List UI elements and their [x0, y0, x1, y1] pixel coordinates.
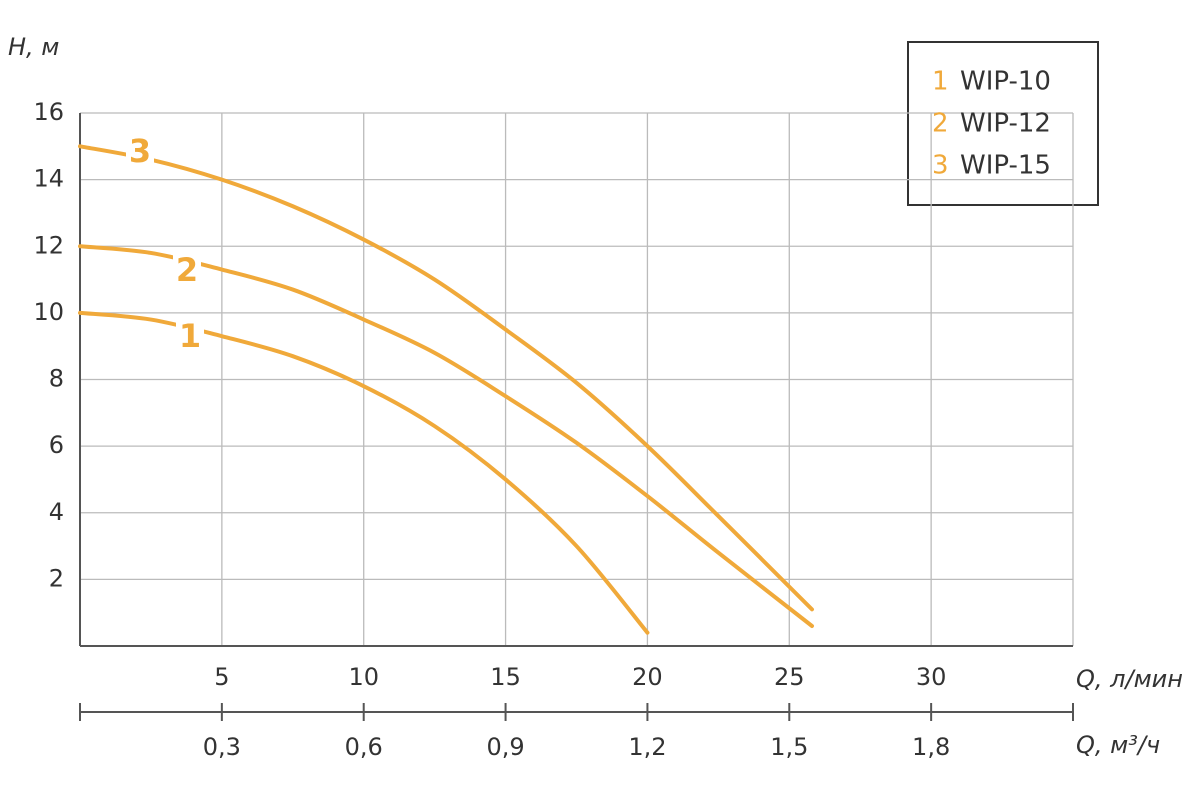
- x-axis-label: Q, л/мин: [1076, 665, 1183, 693]
- x-tick-label: 25: [774, 663, 805, 691]
- x-tick-label: 30: [916, 663, 947, 691]
- y-tick-label: 12: [33, 231, 64, 259]
- x2-tick-label: 1,5: [770, 733, 808, 761]
- legend-label: WIP-10: [960, 67, 1051, 97]
- x2-tick-label: 0,3: [203, 733, 241, 761]
- x2-tick-label: 1,2: [628, 733, 666, 761]
- legend-label: WIP-15: [960, 151, 1051, 181]
- x-tick-label: 5: [214, 663, 229, 691]
- y-tick-label: 2: [49, 564, 64, 592]
- y-tick-label: 10: [33, 298, 64, 326]
- curve: [78, 144, 814, 612]
- y-tick-label: 6: [49, 431, 64, 459]
- x2-axis-label: Q, м³/ч: [1076, 731, 1160, 759]
- legend-number: 3: [932, 151, 949, 181]
- legend-number: 1: [932, 67, 949, 97]
- y-tick-label: 14: [33, 165, 64, 193]
- y-tick-label: 4: [49, 498, 64, 526]
- curve-label: 3: [129, 132, 151, 170]
- y-tick-label: 8: [49, 365, 64, 393]
- curve: [78, 244, 814, 629]
- x2-tick-label: 0,6: [345, 733, 383, 761]
- x2-tick-label: 1,8: [912, 733, 950, 761]
- x-tick-label: 15: [490, 663, 521, 691]
- curve-label: 2: [176, 251, 198, 289]
- x2-tick-label: 0,9: [486, 733, 524, 761]
- legend-number: 2: [932, 109, 949, 139]
- legend-box: [907, 41, 1099, 206]
- curve-label-bg: [176, 320, 204, 356]
- y-tick-label: 16: [33, 98, 64, 126]
- y-axis-label: H, м: [8, 33, 59, 61]
- curve-label-bg: [173, 254, 201, 290]
- legend-label: WIP-12: [960, 109, 1051, 139]
- x-tick-label: 20: [632, 663, 663, 691]
- curve-label-bg: [126, 135, 154, 171]
- curve-label: 1: [179, 317, 201, 355]
- x-tick-label: 10: [348, 663, 379, 691]
